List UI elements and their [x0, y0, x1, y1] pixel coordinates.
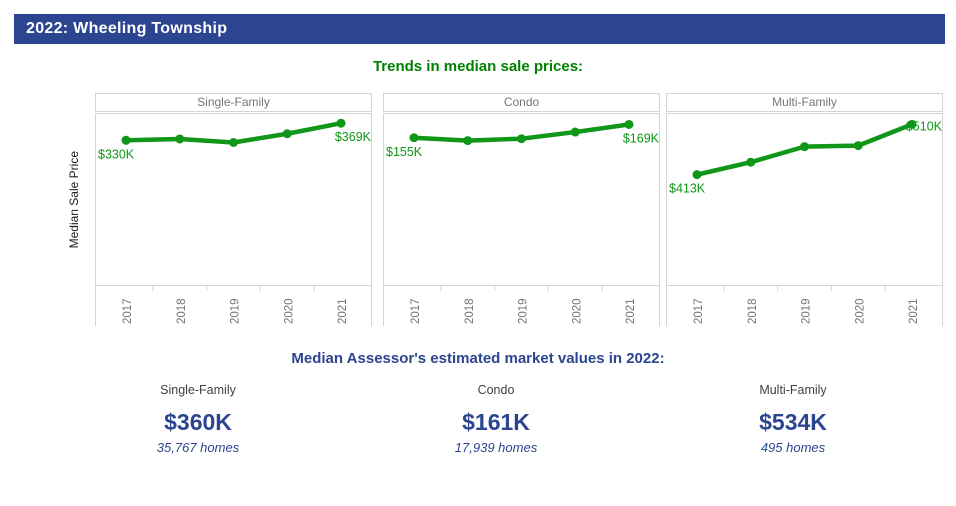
- year-tick-label: 2019: [801, 298, 813, 324]
- first-point-value-label: $330K: [98, 147, 135, 161]
- chart-panel-condo: Condo $155K $169K 2017 2018 2019 2020 2021: [383, 93, 660, 326]
- year-tick-label: 2017: [410, 298, 422, 324]
- stat-value: $161K: [462, 409, 530, 435]
- stat-category-label: Condo: [477, 383, 515, 397]
- stat-category-label: Multi-Family: [759, 383, 827, 397]
- first-point-value-label: $155K: [386, 145, 423, 159]
- data-point: [409, 133, 419, 143]
- page-title: 2022: Wheeling Township: [26, 20, 228, 37]
- data-point: [853, 141, 863, 151]
- year-tick-label: 2017: [693, 298, 705, 324]
- plot-area-condo: $155K $169K: [383, 113, 660, 286]
- stat-multi-family: Multi-Family $534K 495 homes: [683, 383, 903, 455]
- stat-single-family: Single-Family $360K 35,767 homes: [88, 383, 308, 455]
- data-point: [570, 127, 580, 137]
- chart-panel-single-family: Single-Family $330K $369K 2017 2018 2019 202…: [95, 93, 372, 326]
- data-point: [624, 119, 634, 129]
- year-tick-label: 2021: [625, 298, 637, 324]
- chart-panel-multi-family: Multi-Family $413K $510K 2017 2018 2019 2020…: [666, 93, 943, 326]
- year-tick-label: 2020: [854, 298, 866, 324]
- line-chart-single-family: $330K $369K: [98, 118, 372, 161]
- first-point-value-label: $413K: [669, 182, 706, 196]
- year-tick-label: 2018: [176, 298, 188, 324]
- data-point: [282, 129, 292, 139]
- year-tick-label: 2017: [122, 298, 134, 324]
- x-axis-labels-single-family: 2017 2018 2019 2020 2021: [122, 286, 349, 324]
- year-tick-label: 2019: [230, 298, 242, 324]
- stat-value: $534K: [759, 409, 827, 435]
- x-axis-multi-family: 2017 2018 2019 2020 2021: [666, 286, 943, 326]
- y-axis-label: Median Sale Price: [67, 150, 81, 249]
- x-axis-labels-multi-family: 2017 2018 2019 2020 2021: [693, 286, 920, 324]
- year-tick-label: 2018: [464, 298, 476, 324]
- stat-value: $360K: [164, 409, 232, 435]
- year-tick-label: 2021: [337, 298, 349, 324]
- trends-section-title: Trends in median sale prices:: [372, 58, 584, 75]
- year-tick-label: 2020: [283, 298, 295, 324]
- data-point: [121, 135, 131, 145]
- header-bar: 2022: Wheeling Township: [14, 14, 945, 44]
- data-point: [692, 170, 702, 180]
- year-tick-label: 2019: [518, 298, 530, 324]
- data-point: [229, 138, 238, 147]
- stat-category-label: Single-Family: [160, 383, 236, 397]
- year-tick-label: 2021: [908, 298, 920, 324]
- panel-title-condo: Condo: [383, 93, 660, 112]
- assessor-section-title: Median Assessor's estimated market value…: [291, 350, 665, 367]
- stat-homes-count: 35,767 homes: [156, 440, 240, 455]
- data-point: [336, 118, 346, 128]
- data-point: [463, 136, 473, 146]
- panel-title-single-family: Single-Family: [95, 93, 372, 112]
- line-chart-multi-family: $413K$510K: [669, 119, 943, 196]
- year-tick-label: 2020: [571, 298, 583, 324]
- plot-area-multi-family: $413K $510K: [666, 113, 943, 286]
- stat-homes-count: 495 homes: [760, 440, 826, 455]
- stat-homes-count: 17,939 homes: [454, 440, 538, 455]
- last-point-value-label: $369K: [335, 130, 372, 144]
- stat-condo: Condo $161K 17,939 homes: [386, 383, 606, 455]
- x-axis-condo: 2017 2018 2019 2020 2021: [383, 286, 660, 326]
- x-axis-single-family: 2017 2018 2019 2020 2021: [95, 286, 372, 326]
- data-point: [175, 134, 185, 144]
- data-point: [907, 119, 917, 129]
- panel-title-multi-family: Multi-Family: [666, 93, 943, 112]
- line-chart-condo: $155K $169K: [386, 119, 660, 159]
- data-point: [517, 134, 526, 144]
- last-point-value-label: $169K: [623, 131, 660, 145]
- data-point: [800, 142, 809, 152]
- y-axis-label-column: Median Sale Price: [56, 113, 92, 286]
- plot-area-single-family: $330K $369K: [95, 113, 372, 286]
- year-tick-label: 2018: [747, 298, 759, 324]
- data-point: [746, 157, 756, 167]
- x-axis-labels-condo: 2017 2018 2019 2020 2021: [410, 286, 637, 324]
